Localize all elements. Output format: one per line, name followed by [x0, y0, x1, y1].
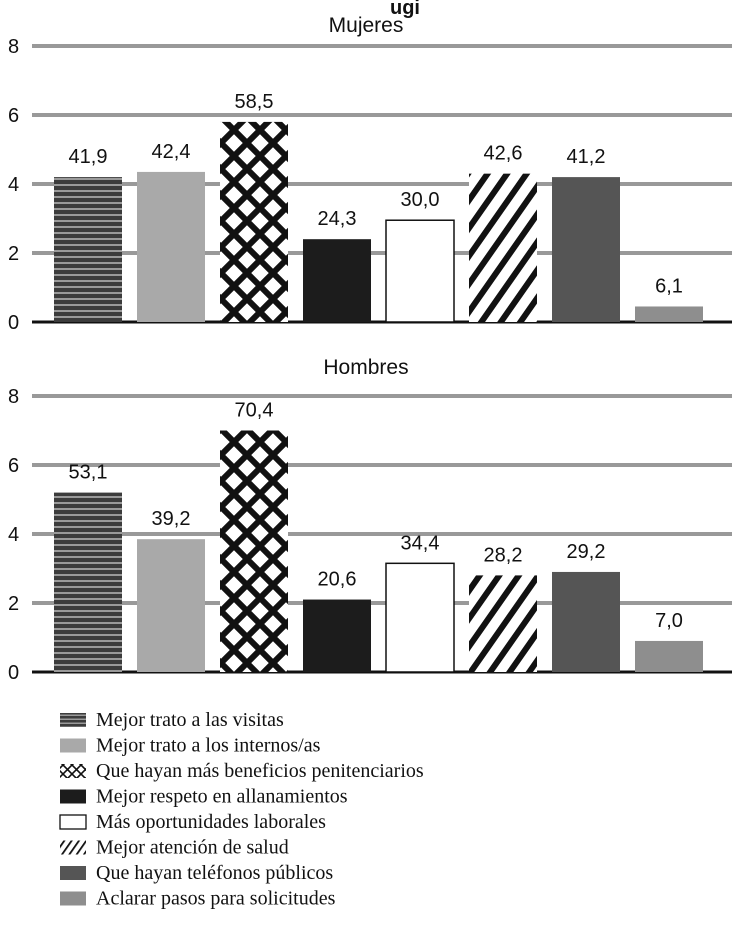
bar	[635, 306, 703, 322]
bar	[54, 492, 122, 672]
legend-item: Mejor atención de salud	[60, 837, 289, 859]
legend-item: Aclarar pasos para solicitudes	[60, 888, 336, 910]
bar	[552, 571, 620, 672]
legend-swatch	[60, 713, 86, 727]
data-label: 42,6	[484, 143, 523, 165]
legend-label: Que hayan teléfonos públicos	[96, 862, 333, 884]
data-label: 42,4	[152, 141, 191, 163]
bar	[635, 640, 703, 672]
panel-title: Hombres	[323, 356, 408, 379]
legend-label: Mejor trato a las visitas	[96, 709, 284, 731]
bar	[137, 539, 205, 672]
legend-label: Mejor respeto en allanamientos	[96, 786, 348, 808]
bar	[54, 177, 122, 322]
y-tick-label: 2	[8, 243, 19, 265]
data-label: 53,1	[69, 462, 108, 484]
legend-swatch	[60, 840, 86, 855]
legend-item: Que hayan teléfonos públicos	[60, 862, 333, 884]
header-fragment: ugi	[390, 0, 420, 19]
legend-swatch	[60, 764, 86, 778]
y-tick-label: 0	[8, 312, 19, 334]
legend-item: Que hayan más beneficios penitenciarios	[60, 760, 424, 782]
data-label: 20,6	[318, 569, 357, 591]
legend-item: Más oportunidades laborales	[59, 811, 326, 833]
y-tick-label: 0	[8, 662, 19, 684]
y-tick-label: 4	[8, 174, 19, 196]
data-label: 7,0	[655, 610, 683, 632]
legend-swatch	[60, 738, 86, 753]
bar	[385, 562, 455, 673]
legend-item: Mejor respeto en allanamientos	[60, 786, 348, 808]
y-tick-label: 8	[8, 36, 19, 58]
data-label: 58,5	[235, 91, 274, 113]
bar	[552, 177, 620, 322]
y-tick-label: 4	[8, 524, 19, 546]
data-label: 6,1	[655, 275, 683, 297]
data-label: 34,4	[401, 532, 440, 554]
legend-label: Que hayan más beneficios penitenciarios	[96, 760, 424, 782]
chart-panel-2: Hombres 0 2 4 6 8 53,1 39,2 70,4 20,6 34,4 28,2 29,2…	[8, 356, 732, 684]
legend-swatch	[60, 789, 86, 804]
bar	[385, 219, 455, 323]
bar	[303, 599, 371, 672]
legend-label: Más oportunidades laborales	[96, 811, 326, 833]
bar	[303, 239, 371, 322]
chart-legend: Mejor trato a las visitas Mejor trato a l…	[59, 709, 424, 910]
bar	[469, 575, 537, 672]
bar	[220, 430, 288, 672]
data-label: 70,4	[235, 400, 274, 422]
y-tick-label: 2	[8, 593, 19, 615]
legend-label: Aclarar pasos para solicitudes	[96, 888, 336, 910]
data-label: 30,0	[401, 189, 440, 211]
data-label: 41,9	[69, 146, 108, 168]
bar	[220, 121, 288, 323]
y-tick-label: 6	[8, 455, 19, 477]
y-tick-label: 6	[8, 105, 19, 127]
legend-item: Mejor trato a los internos/as	[60, 735, 321, 757]
legend-label: Mejor trato a los internos/as	[96, 735, 321, 757]
data-label: 39,2	[152, 508, 191, 530]
legend-item: Mejor trato a las visitas	[60, 709, 284, 731]
legend-swatch	[60, 891, 86, 906]
bar	[137, 171, 205, 322]
chart-panels: Mujeres 0 2 4 6 8 41,9 42,4 58,5 24,3 30,0 42,6 41,2…	[8, 14, 732, 684]
bar	[469, 173, 537, 322]
y-tick-label: 8	[8, 386, 19, 408]
legend-label: Mejor atención de salud	[96, 837, 289, 859]
legend-swatch	[60, 866, 86, 880]
data-label: 24,3	[318, 208, 357, 230]
data-label: 28,2	[484, 544, 523, 566]
chart-panel-1: Mujeres 0 2 4 6 8 41,9 42,4 58,5 24,3 30,0 42,6 41,2…	[8, 14, 732, 334]
data-label: 41,2	[567, 146, 606, 168]
data-label: 29,2	[567, 541, 606, 563]
panel-title: Mujeres	[329, 14, 404, 37]
legend-swatch	[59, 814, 87, 830]
